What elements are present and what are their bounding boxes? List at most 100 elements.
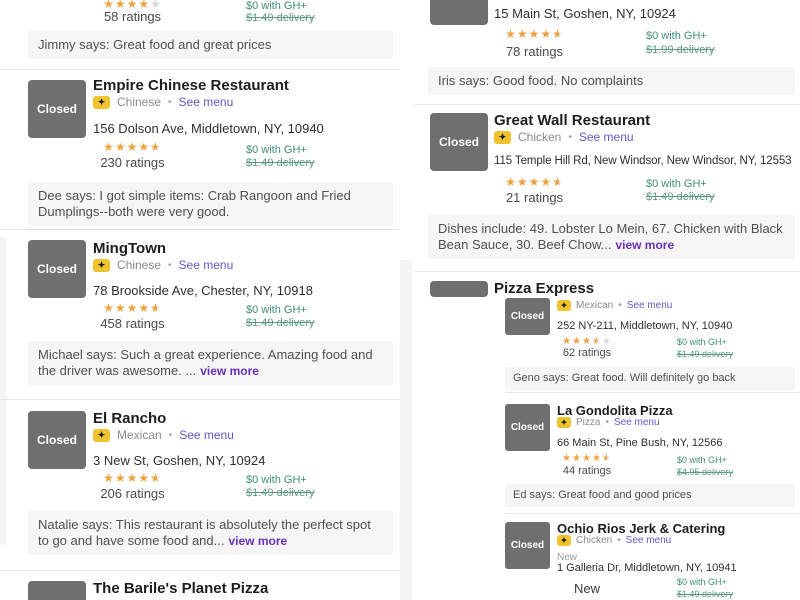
restaurant-image[interactable]: Closed (505, 522, 550, 569)
ratings-count: 230 ratings (100, 155, 165, 170)
restaurant-image[interactable] (430, 281, 488, 297)
restaurant-name[interactable]: Ochio Rios Jerk & Catering (557, 521, 726, 536)
old-delivery-fee: $1.99 delivery (646, 44, 715, 56)
divider (0, 399, 400, 400)
review-text: Dee says: I got simple items: Crab Rango… (38, 188, 351, 219)
star-rating: ★★★★★ (537, 336, 637, 347)
see-menu-link[interactable]: See menu (625, 535, 672, 546)
cuisine-row: ✦ Chicken • See menu (494, 130, 634, 144)
review-quote: Michael says: Such a great experience. A… (28, 341, 393, 385)
closed-overlay-label: Closed (510, 311, 545, 322)
restaurant-image[interactable] (430, 0, 488, 25)
old-delivery-fee: $1.49 delivery (677, 349, 734, 359)
restaurant-address: 78 Brookside Ave, Chester, NY, 10918 (93, 283, 313, 298)
restaurant-name[interactable]: La Gondolita Pizza (557, 403, 673, 418)
dot-separator: • (618, 300, 622, 311)
review-text: Ed says: Great food and good prices (513, 489, 692, 501)
restaurant-address: 1 Galleria Dr, Middletown, NY, 10941 (557, 562, 737, 574)
cuisine-row: ✦ Mexican • See menu (557, 300, 672, 311)
restaurant-image[interactable]: Closed (28, 80, 86, 138)
star-rating: ★★★★★ (80, 471, 185, 485)
star-rating: ★★★★★ (80, 301, 185, 315)
left-edge-strip (0, 238, 6, 545)
star-rating: ★★★★★ (80, 140, 185, 154)
review-quote: Natalie says: This restaurant is absolut… (28, 511, 393, 555)
view-more-link[interactable]: view more (228, 534, 288, 548)
see-menu-link[interactable]: See menu (178, 95, 234, 109)
restaurant-image[interactable] (28, 581, 86, 600)
star-rating: ★★★★★ (482, 175, 587, 189)
restaurant-name[interactable]: The Barile's Planet Pizza (93, 580, 269, 597)
dot-separator: • (605, 417, 609, 428)
cuisine-label: Chinese (117, 258, 162, 272)
ratings-count: 206 ratings (100, 486, 165, 501)
review-text: Geno says: Great food. Will definitely g… (513, 372, 736, 384)
review-text: Jimmy says: Great food and great prices (38, 37, 272, 52)
cuisine-row: ✦ Chinese • See menu (93, 95, 233, 109)
divider (0, 229, 400, 230)
ratings-count: 21 ratings (505, 190, 564, 205)
review-text: Michael says: Such a great experience. A… (38, 347, 373, 378)
closed-overlay-label: Closed (36, 433, 77, 447)
old-delivery-fee: $1.49 delivery (246, 317, 315, 329)
restaurant-image[interactable]: Closed (505, 298, 550, 335)
old-delivery-fee: $1.49 delivery (677, 589, 734, 599)
new-rating-label: New (573, 581, 600, 596)
closed-overlay-label: Closed (510, 422, 545, 433)
ratings-count: 62 ratings (562, 347, 612, 359)
cuisine-row: ✦ Mexican • See menu (93, 428, 234, 442)
see-menu-link[interactable]: See menu (178, 258, 234, 272)
see-menu-link[interactable]: See menu (613, 417, 660, 428)
gh-plus-badge-icon: ✦ (93, 258, 110, 272)
view-more-link[interactable]: view more (200, 364, 259, 378)
restaurant-address: 156 Dolson Ave, Middletown, NY, 10940 (93, 121, 324, 136)
star-rating: ★★★★★ (482, 27, 587, 41)
promo-price: $0 with GH+ (646, 30, 707, 42)
see-menu-link[interactable]: See menu (179, 428, 234, 442)
review-quote: Iris says: Good food. No complaints (428, 67, 795, 95)
restaurant-image[interactable]: Closed (430, 113, 488, 171)
restaurant-image[interactable]: Closed (505, 404, 550, 451)
promo-price: $0 with GH+ (246, 304, 307, 316)
old-delivery-fee: $1.49 delivery (246, 12, 315, 24)
old-delivery-fee: $1.49 delivery (246, 487, 315, 499)
dot-separator: • (568, 131, 572, 143)
restaurant-name[interactable]: Great Wall Restaurant (494, 112, 651, 129)
restaurant-name[interactable]: Empire Chinese Restaurant (93, 77, 289, 94)
gh-plus-badge-icon: ✦ (93, 428, 110, 442)
gh-plus-badge-icon: ✦ (93, 95, 110, 109)
see-menu-link[interactable]: See menu (578, 130, 634, 144)
old-delivery-fee: $4.95 delivery (677, 467, 734, 477)
restaurant-name[interactable]: MingTown (93, 240, 167, 257)
closed-overlay-label: Closed (36, 102, 77, 116)
restaurant-name[interactable]: El Rancho (93, 410, 167, 427)
restaurant-image[interactable]: Closed (28, 411, 86, 469)
ratings-count: 458 ratings (100, 316, 165, 331)
promo-price: $0 with GH+ (246, 144, 307, 156)
divider (415, 104, 800, 105)
new-tag: New (557, 552, 578, 563)
promo-price: $0 with GH+ (677, 337, 727, 347)
dot-separator: • (617, 535, 621, 546)
dot-separator: • (168, 96, 172, 108)
restaurant-address: 252 NY-211, Middletown, NY, 10940 (557, 320, 733, 332)
divider (415, 271, 800, 272)
restaurant-name[interactable]: Pizza Express (494, 280, 595, 297)
closed-overlay-label: Closed (510, 540, 545, 551)
cuisine-label: Chinese (117, 95, 162, 109)
see-menu-link[interactable]: See menu (626, 300, 673, 311)
restaurant-image[interactable]: Closed (28, 240, 86, 298)
promo-price: $0 with GH+ (246, 474, 307, 486)
gh-plus-badge-icon: ✦ (494, 130, 511, 144)
review-quote: Dishes include: 49. Lobster Lo Mein, 67.… (428, 215, 795, 259)
ratings-count: 58 ratings (103, 9, 162, 24)
cuisine-row: ✦ Pizza • See menu (557, 417, 660, 428)
view-more-link[interactable]: view more (615, 238, 675, 252)
promo-price: $0 with GH+ (677, 577, 727, 587)
promo-price: $0 with GH+ (246, 0, 307, 12)
closed-overlay-label: Closed (36, 262, 77, 276)
old-delivery-fee: $1.49 delivery (646, 191, 715, 203)
dot-separator: • (168, 259, 172, 271)
restaurant-address: 66 Main St, Pine Bush, NY, 12566 (557, 437, 723, 449)
cuisine-label: Chicken (518, 130, 562, 144)
